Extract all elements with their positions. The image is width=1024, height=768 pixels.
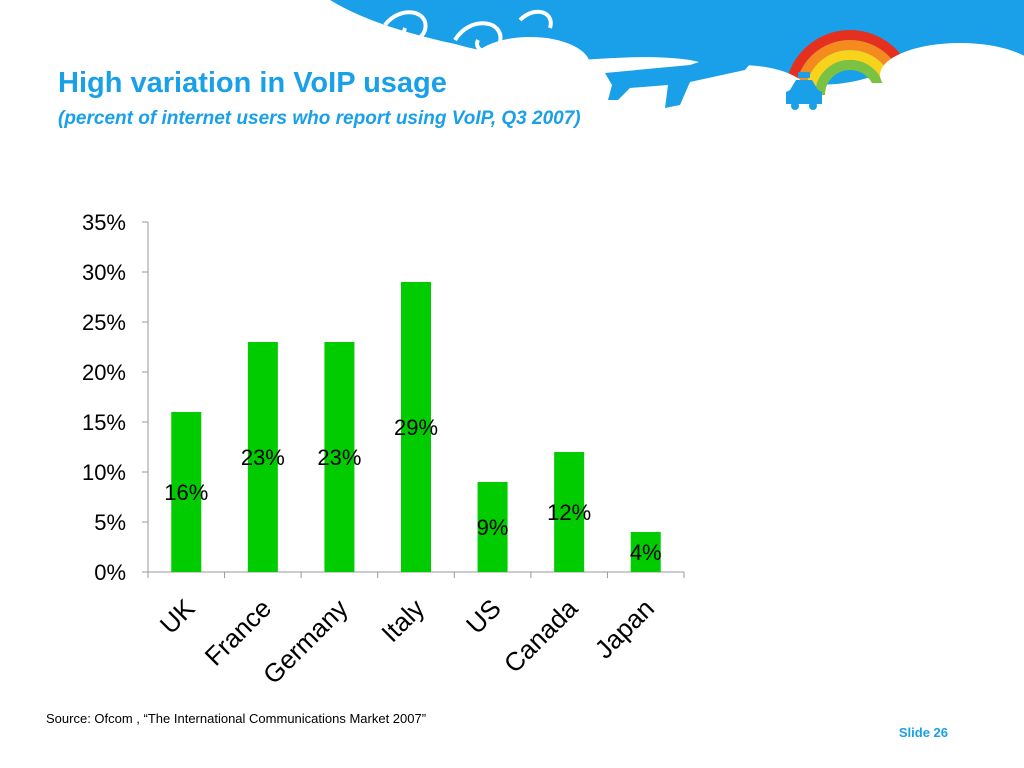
x-tick-label-germany: Germany [257, 593, 354, 690]
slide-subtitle: (percent of internet users who report us… [58, 108, 581, 129]
data-label-france: 23% [241, 445, 285, 470]
x-tick-label-us: US [460, 593, 507, 640]
bar-us [477, 482, 508, 572]
data-label-uk: 16% [164, 480, 208, 505]
data-label-japan: 4% [630, 540, 662, 565]
slide-number: Slide 26 [898, 725, 948, 740]
y-tick-label: 25% [82, 310, 126, 335]
taxi-icon [786, 72, 822, 110]
x-tick-label-canada: Canada [498, 593, 584, 679]
y-tick-label: 15% [82, 410, 126, 435]
y-tick-label: 0% [94, 560, 126, 585]
x-tick-label-uk: UK [154, 593, 201, 640]
bar-germany [324, 342, 355, 572]
data-label-canada: 12% [547, 500, 591, 525]
voip-usage-bar-chart: 0%5%10%15%20%25%30%35%16%UK23%France23%G… [82, 210, 685, 690]
y-tick-label: 10% [82, 460, 126, 485]
y-tick-label: 20% [82, 360, 126, 385]
data-label-germany: 23% [317, 445, 361, 470]
x-tick-label-italy: Italy [375, 593, 430, 648]
bar-france [247, 342, 278, 572]
bar-italy [401, 282, 431, 572]
airplane-icon [605, 50, 755, 108]
sky-banner-decoration [0, 0, 1024, 140]
bar-uk [171, 412, 202, 572]
y-tick-label: 35% [82, 210, 126, 235]
slide-title: High variation in VoIP usage [58, 67, 447, 99]
data-label-italy: 29% [394, 415, 438, 440]
source-note: Source: Ofcom , “The International Commu… [46, 711, 427, 726]
y-tick-label: 30% [82, 260, 126, 285]
y-tick-label: 5% [94, 510, 126, 535]
bar-canada [554, 452, 585, 572]
cloud-icon [350, 37, 1024, 127]
x-tick-label-japan: Japan [589, 593, 660, 664]
data-label-us: 9% [477, 515, 509, 540]
swirl-ornament-icon [383, 9, 553, 54]
bar-japan [630, 532, 661, 572]
